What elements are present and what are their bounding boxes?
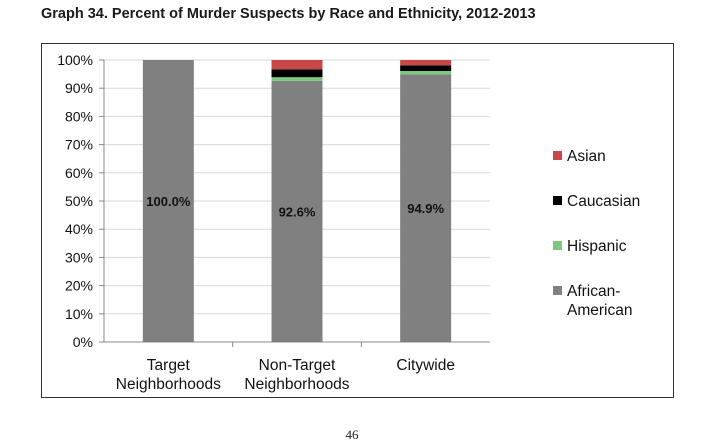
y-tick-label: 20% (65, 278, 93, 294)
page-number: 46 (345, 427, 359, 442)
bar-segment-asian (271, 60, 323, 70)
y-tick-label: 50% (65, 193, 93, 209)
x-category-label: Neighborhoods (244, 376, 349, 393)
legend-swatch (553, 196, 562, 205)
y-tick-label: 100% (57, 52, 93, 68)
y-tick-label: 70% (65, 137, 93, 153)
y-tick-label: 0% (73, 334, 93, 350)
y-tick-label: 40% (65, 221, 93, 237)
data-label: 92.6% (279, 204, 316, 219)
chart-frame (41, 43, 674, 398)
bar-segment-hispanic (271, 77, 323, 81)
x-category-label: Neighborhoods (116, 376, 221, 393)
bar-segment-asian (400, 60, 452, 66)
y-tick-label: 10% (65, 306, 93, 322)
legend-label: American (567, 302, 632, 319)
x-category-label: Non-Target (259, 357, 336, 374)
y-tick-label: 90% (65, 80, 93, 96)
y-tick-label: 30% (65, 249, 93, 265)
x-category-label: Target (147, 357, 191, 374)
legend-label: Asian (567, 148, 606, 165)
data-label: 94.9% (407, 201, 444, 216)
legend-label: Hispanic (567, 238, 627, 255)
bar-segment-african-american (271, 80, 323, 343)
legend-swatch (553, 286, 562, 295)
y-tick-label: 80% (65, 108, 93, 124)
legend-label: Caucasian (567, 193, 640, 210)
bar-segment-hispanic (400, 70, 452, 75)
chart-title: Graph 34. Percent of Murder Suspects by … (41, 6, 536, 22)
y-tick-label: 60% (65, 165, 93, 181)
bar-segment-african-american (142, 60, 194, 342)
legend-swatch (553, 241, 562, 250)
legend-label: African- (567, 283, 620, 300)
x-category-label: Citywide (396, 357, 455, 374)
legend-swatch (553, 151, 562, 160)
data-label: 100.0% (146, 194, 191, 209)
bar-segment-caucasian (400, 65, 452, 71)
bar-segment-african-american (400, 74, 452, 342)
bar-segment-caucasian (271, 69, 323, 78)
